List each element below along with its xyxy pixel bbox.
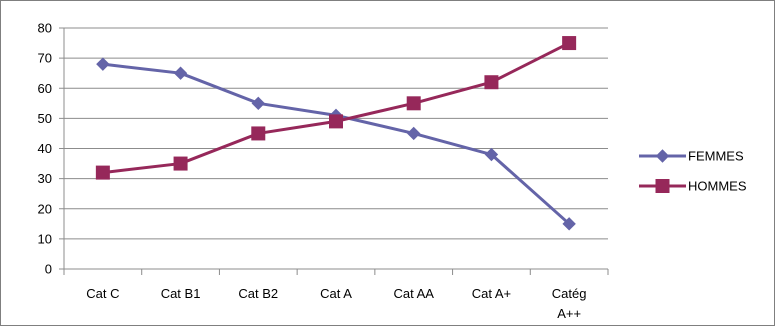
- x-tick-label: Cat A: [320, 286, 352, 301]
- y-tick-label: 60: [38, 81, 52, 96]
- series-lines: [95, 36, 577, 231]
- y-axis-tick-labels: 0 10 20 30 40 50 60 70 80: [38, 21, 52, 277]
- x-tick-label: Cat AA: [393, 286, 434, 301]
- series-hommes: [95, 36, 577, 180]
- y-tick-label: 80: [38, 21, 52, 36]
- x-tick-label: Cat A+: [472, 286, 511, 301]
- y-tick-label: 10: [38, 231, 52, 246]
- x-tick-label: Catég A++: [552, 286, 587, 321]
- x-tick-label: Cat B1: [161, 286, 201, 301]
- data-point-hommes: [173, 156, 188, 171]
- data-point-hommes: [251, 126, 266, 141]
- y-tick-label: 40: [38, 141, 52, 156]
- data-point-hommes: [484, 75, 499, 90]
- legend-item-femmes: FEMMES: [639, 149, 744, 164]
- data-point-femmes: [562, 217, 576, 231]
- data-point-hommes: [562, 36, 577, 51]
- legend-label-hommes: HOMMES: [688, 179, 747, 194]
- data-point-femmes: [484, 147, 499, 162]
- x-axis-tick-labels: Cat C Cat B1 Cat B2 Cat A Cat AA Cat A+ Catég A…: [86, 286, 586, 321]
- legend-marker-hommes: [655, 179, 670, 193]
- legend-item-hommes: HOMMES: [639, 179, 747, 194]
- y-tick-label: 20: [38, 201, 52, 216]
- y-tick-label: 0: [45, 262, 52, 277]
- y-tick-label: 30: [38, 171, 52, 186]
- data-point-hommes: [329, 114, 343, 129]
- data-point-femmes: [173, 66, 188, 80]
- x-tick-label: Cat C: [86, 286, 119, 301]
- x-tick-label: Cat B2: [238, 286, 278, 301]
- data-point-hommes: [95, 165, 110, 180]
- legend-label-femmes: FEMMES: [688, 149, 744, 164]
- data-point-hommes: [406, 96, 421, 111]
- y-tick-label: 70: [38, 51, 52, 66]
- data-point-femmes: [96, 57, 110, 71]
- data-point-femmes: [251, 96, 265, 111]
- data-point-femmes: [407, 126, 421, 141]
- axes: [59, 27, 609, 275]
- legend: FEMMES HOMMES: [639, 149, 747, 194]
- y-tick-label: 50: [38, 111, 52, 126]
- legend-marker-femmes: [655, 149, 670, 163]
